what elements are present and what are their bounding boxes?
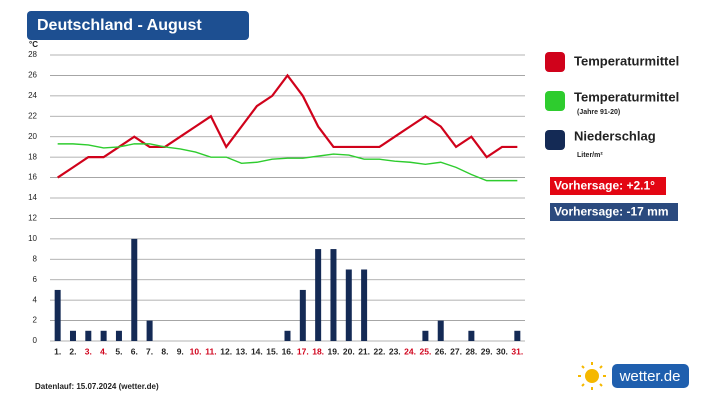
sun-icon xyxy=(578,362,606,390)
footnote: Datenlauf: 15.07.2024 (wetter.de) xyxy=(35,382,159,391)
x-tick-label: 20. xyxy=(343,346,355,356)
x-tick-label: 3. xyxy=(85,346,92,356)
x-tick-label: 7. xyxy=(146,346,153,356)
y-tick-label: 22 xyxy=(28,111,37,120)
x-tick-label: 12. xyxy=(220,346,232,356)
bar xyxy=(345,269,352,341)
x-tick-label: 14. xyxy=(251,346,263,356)
bar xyxy=(468,330,475,341)
x-tick-label: 9. xyxy=(177,346,184,356)
legend-label: Temperaturmittel xyxy=(574,53,679,68)
bar xyxy=(422,330,429,341)
x-tick-label: 6. xyxy=(131,346,138,356)
logo: wetter.de xyxy=(619,368,681,385)
y-tick-label: 8 xyxy=(33,254,38,263)
logo-box xyxy=(612,364,689,388)
x-tick-label: 19. xyxy=(328,346,340,356)
bar xyxy=(361,269,368,341)
forecast-box xyxy=(550,177,666,195)
bar xyxy=(330,249,337,341)
bar xyxy=(514,330,521,341)
line xyxy=(57,73,518,179)
legend-label: Temperaturmittel xyxy=(574,89,679,104)
x-tick-label: 16. xyxy=(282,346,294,356)
x-tick-label: 29. xyxy=(481,346,493,356)
bar xyxy=(146,320,153,341)
y-tick-label: 26 xyxy=(28,71,37,80)
legend-note: Liter/m² xyxy=(577,152,603,159)
x-tick-label: 4. xyxy=(100,346,107,356)
y-tick-label: 18 xyxy=(28,152,37,161)
bar xyxy=(299,289,306,341)
x-tick-label: 21. xyxy=(358,346,370,356)
legend-swatch xyxy=(545,91,565,111)
x-tick-label: 23. xyxy=(389,346,401,356)
y-tick-label: 2 xyxy=(33,316,38,325)
y-tick-label: 24 xyxy=(28,91,37,100)
x-tick-label: 31. xyxy=(511,346,523,356)
x-tick-label: 5. xyxy=(115,346,122,356)
legend-note: (Jahre 91-20) xyxy=(577,109,620,116)
y-axis-label: °C xyxy=(29,40,38,49)
y-tick-label: 10 xyxy=(28,234,37,243)
x-tick-label: 30. xyxy=(496,346,508,356)
x-tick-label: 15. xyxy=(266,346,278,356)
y-tick-label: 14 xyxy=(28,193,37,202)
bar xyxy=(315,249,322,341)
bar xyxy=(54,289,61,341)
x-tick-label: 10. xyxy=(190,346,202,356)
line xyxy=(57,143,518,182)
bar xyxy=(69,330,76,341)
legend-swatch xyxy=(545,52,565,72)
x-tick-label: 22. xyxy=(374,346,386,356)
bar xyxy=(100,330,107,341)
y-tick-label: 0 xyxy=(33,336,38,345)
x-tick-label: 28. xyxy=(465,346,477,356)
forecast-text: Vorhersage: -17 mm xyxy=(554,205,669,219)
x-tick-label: 26. xyxy=(435,346,447,356)
y-tick-label: 4 xyxy=(33,295,38,304)
forecast-text: Vorhersage: +2.1° xyxy=(554,179,655,193)
bar xyxy=(437,320,444,341)
y-tick-label: 20 xyxy=(28,132,37,141)
x-tick-label: 17. xyxy=(297,346,309,356)
y-tick-label: 12 xyxy=(28,214,37,223)
title-box xyxy=(27,11,249,40)
y-tick-label: 6 xyxy=(33,275,38,284)
x-tick-label: 2. xyxy=(69,346,76,356)
bar xyxy=(85,330,92,341)
legend-swatch xyxy=(545,130,565,150)
forecast-box xyxy=(550,203,678,221)
x-tick-label: 1. xyxy=(54,346,61,356)
bar xyxy=(131,238,138,341)
y-tick-label: 28 xyxy=(28,50,37,59)
x-tick-label: 24. xyxy=(404,346,416,356)
bar xyxy=(284,330,291,341)
legend-label: Niederschlag xyxy=(574,128,656,143)
x-tick-label: 13. xyxy=(236,346,248,356)
x-tick-label: 27. xyxy=(450,346,462,356)
y-tick-label: 16 xyxy=(28,173,37,182)
x-tick-label: 11. xyxy=(205,346,216,356)
x-tick-label: 25. xyxy=(419,346,431,356)
chart-title: Deutschland - August xyxy=(37,17,202,34)
x-tick-label: 18. xyxy=(312,346,324,356)
x-tick-label: 8. xyxy=(161,346,168,356)
bar xyxy=(115,330,122,341)
